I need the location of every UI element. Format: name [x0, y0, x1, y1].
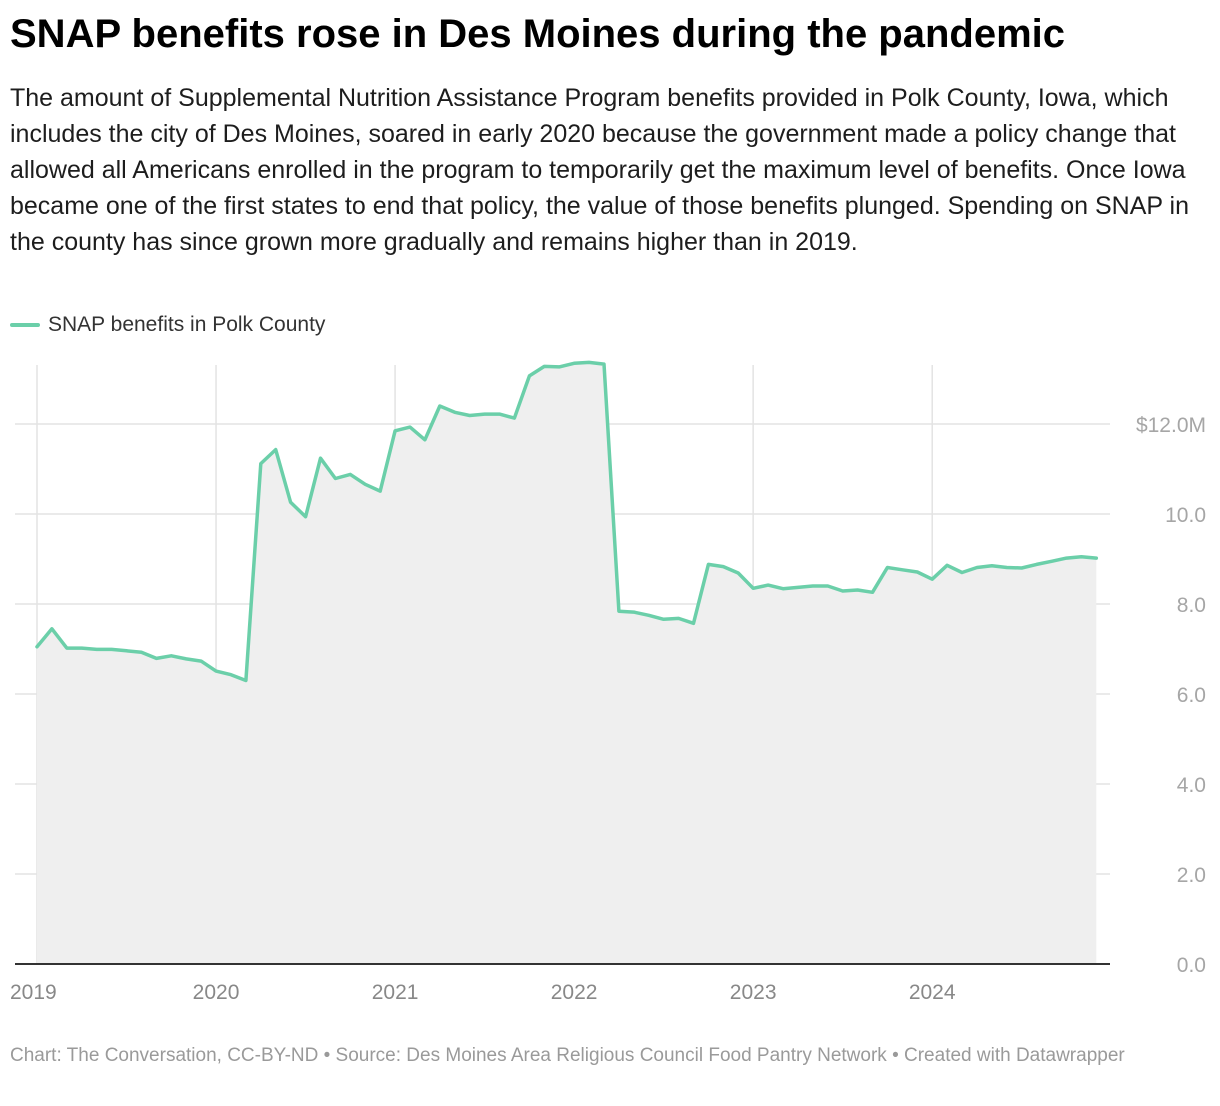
data-point: [110, 647, 114, 651]
data-point: [348, 472, 352, 476]
legend: SNAP benefits in Polk County: [10, 310, 325, 340]
data-point: [721, 565, 725, 569]
data-point: [557, 365, 561, 369]
data-point: [632, 610, 636, 614]
x-tick-label: 2021: [372, 981, 419, 1004]
data-point: [333, 477, 337, 481]
x-tick-label: 2023: [730, 981, 777, 1004]
data-point: [736, 571, 740, 575]
data-point: [1035, 562, 1039, 566]
data-point: [304, 515, 308, 519]
data-point: [751, 586, 755, 590]
chart-title: SNAP benefits rose in Des Moines during …: [10, 12, 1066, 56]
data-point: [900, 568, 904, 572]
data-point: [945, 563, 949, 567]
data-point: [169, 654, 173, 658]
data-point: [990, 564, 994, 568]
data-point: [125, 649, 129, 653]
data-point: [871, 590, 875, 594]
data-point: [811, 584, 815, 588]
data-point: [229, 673, 233, 677]
data-point: [95, 647, 99, 651]
x-tick-label: 2020: [193, 981, 240, 1004]
data-point: [885, 566, 889, 570]
data-point: [319, 456, 323, 460]
data-point: [617, 609, 621, 613]
data-point: [915, 570, 919, 574]
data-point: [468, 414, 472, 418]
data-point: [647, 613, 651, 617]
data-point: [1020, 566, 1024, 570]
data-point: [244, 679, 248, 683]
data-point: [975, 566, 979, 570]
data-point: [50, 627, 54, 631]
data-point: [199, 659, 203, 663]
y-tick-label: 6.0: [1177, 684, 1206, 707]
data-point: [542, 364, 546, 368]
data-point: [1065, 556, 1069, 560]
y-tick-label: 8.0: [1177, 594, 1206, 617]
data-point: [154, 656, 158, 660]
data-point: [602, 362, 606, 366]
data-point: [781, 587, 785, 591]
data-point: [841, 589, 845, 593]
data-point: [662, 617, 666, 621]
data-point: [587, 360, 591, 364]
data-point: [677, 616, 681, 620]
y-tick-label: 10.0: [1165, 504, 1206, 527]
series-line: [35, 360, 1099, 683]
data-point: [706, 562, 710, 566]
data-point: [498, 412, 502, 416]
data-point: [1050, 559, 1054, 563]
data-point: [826, 584, 830, 588]
data-point: [438, 404, 442, 408]
data-point: [1079, 555, 1083, 559]
data-point: [453, 410, 457, 414]
data-point: [80, 646, 84, 650]
y-tick-label: 4.0: [1177, 774, 1206, 797]
y-tick-label: 2.0: [1177, 864, 1206, 887]
data-point: [393, 429, 397, 433]
data-point: [856, 588, 860, 592]
y-tick-label: $12.0M: [1136, 414, 1206, 437]
data-point: [214, 669, 218, 673]
data-point: [139, 650, 143, 654]
data-point: [363, 482, 367, 486]
data-point: [512, 416, 516, 420]
data-point: [692, 621, 696, 625]
data-point: [572, 361, 576, 365]
data-point: [1094, 556, 1098, 560]
chart-footer: Chart: The Conversation, CC-BY-ND • Sour…: [10, 1045, 1125, 1066]
line-chart: 0.0 2.0 4.0 6.0 8.0 10.0 $12.0M 2019 2020 2021 202…: [10, 360, 1206, 1004]
data-point: [796, 585, 800, 589]
data-point: [960, 571, 964, 575]
data-point: [483, 412, 487, 416]
x-tick-label: 2022: [551, 981, 598, 1004]
y-tick-label: 0.0: [1177, 954, 1206, 977]
data-point: [766, 583, 770, 587]
data-point: [1005, 566, 1009, 570]
x-tick-label: 2019: [10, 981, 57, 1004]
data-point: [378, 489, 382, 493]
data-point: [423, 438, 427, 442]
data-point: [527, 374, 531, 378]
data-point: [930, 577, 934, 581]
series-area: [37, 362, 1097, 964]
legend-label: SNAP benefits in Polk County: [48, 313, 326, 336]
data-point: [274, 448, 278, 452]
data-point: [289, 500, 293, 504]
legend-swatch: [10, 323, 40, 327]
data-point: [65, 646, 69, 650]
data-point: [35, 645, 39, 649]
data-point: [184, 657, 188, 661]
x-tick-label: 2024: [909, 981, 956, 1004]
data-point: [259, 462, 263, 466]
chart-description: The amount of Supplemental Nutrition Ass…: [10, 84, 1190, 256]
data-point: [408, 425, 412, 429]
